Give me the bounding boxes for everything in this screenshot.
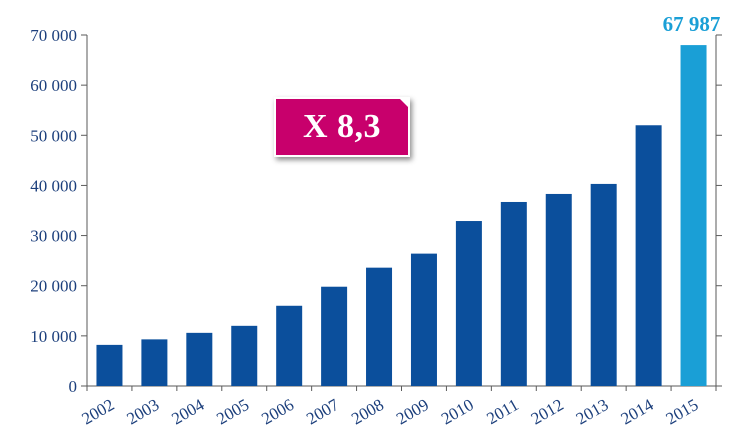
badge-folded-corner [398,97,410,109]
x-tick-label: 2015 [663,395,702,428]
x-tick-label: 2013 [573,395,612,428]
bar [500,201,527,386]
x-tick-label: 2008 [348,395,387,428]
bar [410,253,437,386]
bar [680,45,707,387]
bar [141,339,168,386]
bar [321,286,348,386]
y-tick-label: 0 [69,377,78,396]
growth-factor-text: X 8,3 [302,108,382,145]
x-tick-label: 2007 [303,395,342,429]
bar [366,267,393,386]
y-tick-label: 10 000 [30,327,77,346]
y-tick-label: 70 000 [30,26,77,45]
growth-factor-badge: X 8,3 [274,97,410,157]
x-tick-label: 2003 [123,395,162,428]
x-tick-label: 2014 [618,395,657,429]
x-tick-label: 2006 [258,395,297,428]
x-tick-label: 2009 [393,395,432,428]
bar [545,193,572,386]
x-tick-label: 2012 [528,395,567,428]
x-tick-label: 2002 [79,395,118,428]
bar-value-label: 67 987 [663,12,721,36]
bars [96,45,707,387]
x-tick-label: 2010 [438,395,477,428]
x-tick-label: 2004 [168,395,207,429]
bar [635,125,662,386]
y-tick-label: 20 000 [30,277,77,296]
bar [231,325,258,386]
y-tick-label: 30 000 [30,227,77,246]
bar [186,332,213,386]
bar [590,183,617,386]
x-tick-label: 2011 [483,395,521,428]
y-tick-label: 50 000 [30,126,77,145]
bar [276,305,303,386]
y-tick-label: 60 000 [30,76,77,95]
bar [455,221,482,386]
x-tick-label: 2005 [213,395,252,428]
axes [81,34,722,391]
bar [96,344,123,386]
y-tick-label: 40 000 [30,176,77,195]
